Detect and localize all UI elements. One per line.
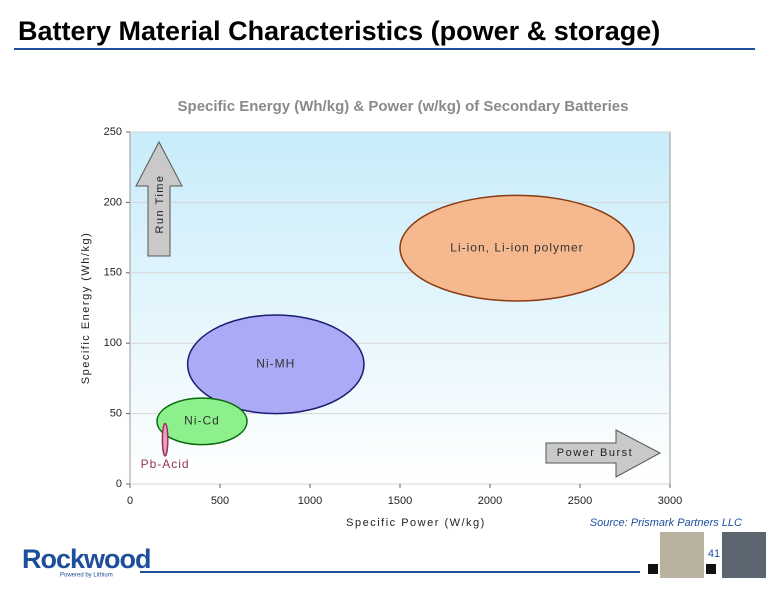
y-axis-label: Specific Energy (Wh/kg): [80, 232, 92, 384]
slide-title: Battery Material Characteristics (power …: [18, 16, 660, 46]
x-tick-label: 3000: [658, 495, 682, 507]
logo-name: Rockwood: [22, 544, 151, 574]
annotation: Power Burst: [557, 447, 633, 459]
y-tick-label: 200: [104, 196, 122, 208]
region: [186, 314, 365, 415]
x-tick-label: 1500: [388, 495, 412, 507]
x-axis-label: Specific Power (W/kg): [346, 517, 486, 529]
footer-square: [648, 564, 658, 574]
region-label: Ni-MH: [256, 356, 295, 370]
y-tick-label: 150: [104, 267, 122, 279]
x-tick-label: 500: [211, 495, 229, 507]
region-label: Ni-Cd: [184, 414, 220, 428]
region: [156, 397, 248, 446]
run-time-arrow: [135, 140, 183, 257]
footer-photo: [660, 532, 704, 578]
annotation: Run Time: [154, 174, 166, 233]
region: [161, 422, 169, 457]
region: [399, 194, 635, 302]
x-tick-label: 2000: [478, 495, 502, 507]
logo-tagline: Powered by Lithium: [60, 573, 113, 579]
y-tick-label: 250: [104, 126, 122, 138]
power-burst-arrow: [545, 429, 662, 478]
y-tick-label: 100: [104, 337, 122, 349]
y-tick-label: 50: [110, 408, 122, 420]
region-label: Li-ion, Li-ion polymer: [450, 240, 583, 254]
region-label: Pb-Acid: [141, 457, 190, 471]
footer-photo: [722, 532, 766, 578]
footer-square: [706, 564, 716, 574]
source-note: Source: Prismark Partners LLC: [590, 517, 742, 529]
y-tick-label: 0: [116, 478, 122, 490]
x-tick-label: 2500: [568, 495, 592, 507]
x-tick-label: 1000: [298, 495, 322, 507]
x-tick-label: 0: [127, 495, 133, 507]
chart-title: Specific Energy (Wh/kg) & Power (w/kg) o…: [178, 98, 629, 115]
page-number: 41: [708, 548, 720, 560]
